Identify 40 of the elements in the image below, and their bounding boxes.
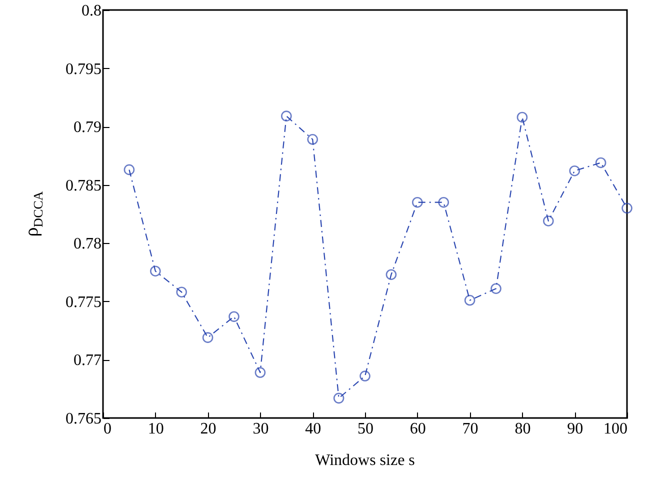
y-tick-label: 0.765 — [66, 410, 102, 428]
point — [438, 196, 449, 208]
x-tick-label: 100 — [604, 420, 628, 438]
point — [333, 392, 344, 404]
point — [516, 112, 528, 123]
x-tick-label: 60 — [410, 420, 426, 438]
point — [228, 311, 240, 322]
point — [281, 110, 292, 122]
x-tick-label: 30 — [252, 420, 269, 438]
x-tick-label: 0 — [104, 420, 112, 438]
point — [150, 266, 161, 277]
x-tick-label: 80 — [514, 420, 531, 438]
y-tick-label: 0.785 — [66, 177, 102, 194]
point — [543, 216, 554, 226]
point — [124, 164, 135, 176]
y-tick-label: 0.77 — [74, 352, 102, 370]
point — [464, 294, 476, 306]
x-tick-label: 20 — [200, 420, 216, 438]
point — [412, 196, 423, 208]
x-tick-label: 10 — [148, 420, 164, 438]
y-tick-label: 0.79 — [74, 119, 102, 136]
x-tick-label: 50 — [358, 420, 374, 438]
point — [386, 269, 397, 280]
point — [307, 134, 318, 145]
x-tick-label: 90 — [567, 420, 584, 438]
y-tick-label: 0.8 — [82, 2, 102, 20]
y-tick-label: 0.78 — [74, 236, 102, 253]
point — [595, 157, 606, 168]
point — [490, 283, 502, 294]
y-tick-label: 0.795 — [66, 60, 102, 78]
point — [569, 165, 580, 176]
x-tick-label: 70 — [462, 420, 478, 438]
point — [622, 202, 632, 214]
point — [360, 370, 370, 382]
y-tick-label: 0.775 — [66, 294, 102, 311]
x-tick-label: 40 — [305, 420, 322, 438]
point — [254, 367, 266, 378]
point — [176, 286, 187, 298]
x-axis-title: Windows size s — [315, 452, 415, 470]
point — [202, 332, 214, 343]
